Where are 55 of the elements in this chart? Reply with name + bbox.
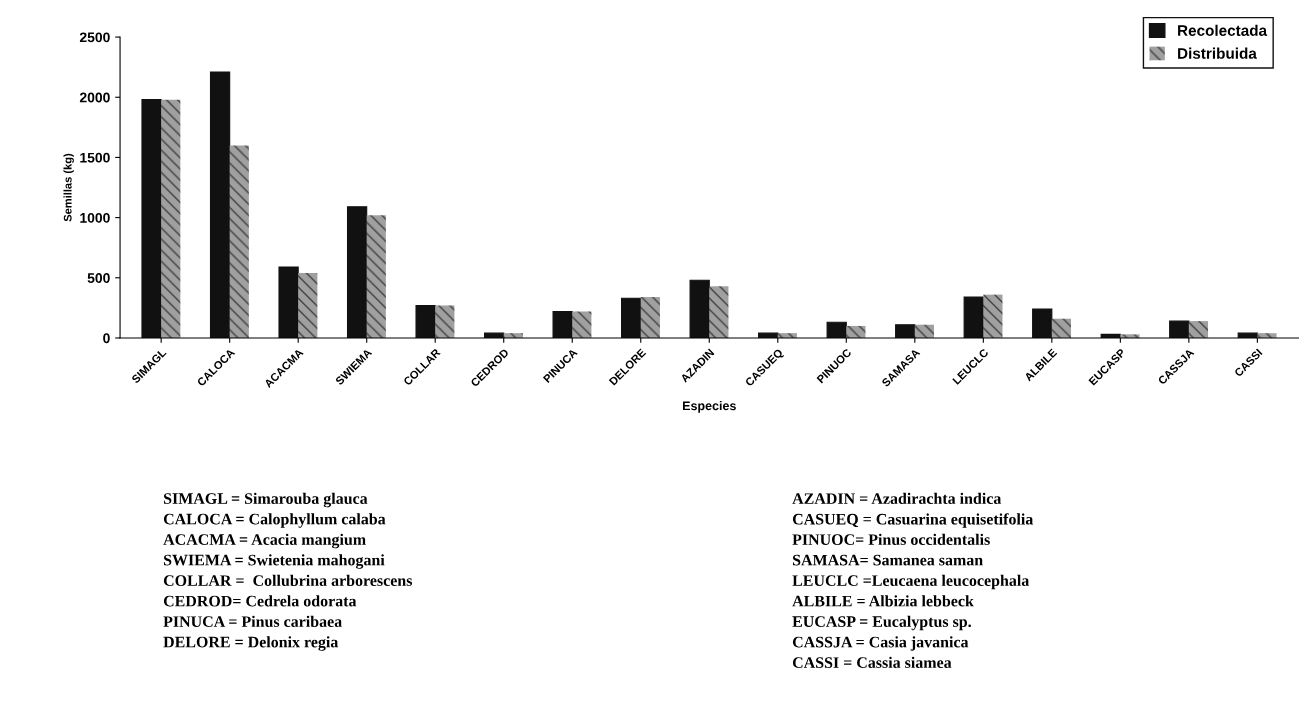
bar xyxy=(826,321,847,338)
bar xyxy=(161,99,181,338)
text: ACACMA = Acacia mangium xyxy=(163,533,366,549)
bar xyxy=(1032,308,1053,338)
bar xyxy=(758,332,779,338)
y-tick-label: 1000 xyxy=(80,212,110,223)
bar xyxy=(435,305,455,338)
text: CASSJA = Casia javanica xyxy=(792,636,969,651)
y-tick-label: 500 xyxy=(87,273,110,283)
text: SWIEMA = Swietenia mahogani xyxy=(163,554,385,569)
bar xyxy=(983,294,1003,338)
bar xyxy=(366,215,386,338)
text: PINUCA = Pinus caribaea xyxy=(163,615,342,628)
bar xyxy=(1188,321,1209,338)
text: CALOCA = Calophyllum calaba xyxy=(163,513,386,528)
bar xyxy=(483,332,505,338)
text: LEUCLC =Leucaena leucocephala xyxy=(792,574,1030,590)
bar xyxy=(229,145,249,338)
text: CASUEQ = Casuarina equisetifolia xyxy=(792,513,1034,528)
bar xyxy=(1169,320,1190,338)
bar xyxy=(895,324,916,338)
text: ALBILE = Albizia lebbeck xyxy=(792,595,974,607)
text: SAMASA= Samanea saman xyxy=(792,554,983,566)
bar xyxy=(278,266,299,338)
bar xyxy=(209,71,231,338)
bar xyxy=(572,311,592,338)
legend-label: Distribuida xyxy=(1178,47,1257,59)
text: COLLAR = Collubrina arborescens xyxy=(163,574,413,587)
bar xyxy=(689,279,710,338)
legend-label: Recolectada xyxy=(1178,24,1268,36)
text: DELORE = Delonix regia xyxy=(163,636,339,651)
text: EUCASP = Eucalyptus sp. xyxy=(792,615,971,631)
y-tick-label: 0 xyxy=(103,333,110,344)
text: AZADIN = Azadirachta indica xyxy=(792,492,1002,504)
text: CEDROD= Cedrela odorata xyxy=(163,595,357,607)
x-axis-title: Especies xyxy=(683,401,736,413)
text: PINUOC= Pinus occidentalis xyxy=(792,533,990,546)
bar xyxy=(141,99,162,338)
bar xyxy=(552,310,573,338)
bar xyxy=(709,286,729,338)
bar xyxy=(346,206,368,338)
y-tick-label: 2000 xyxy=(79,92,110,103)
bar xyxy=(1051,318,1072,338)
bar xyxy=(415,304,436,338)
bar xyxy=(963,296,984,338)
text: SIMAGL = Simarouba glauca xyxy=(163,492,368,508)
y-tick-label: 1500 xyxy=(80,152,110,163)
y-tick-label: 2500 xyxy=(79,32,110,43)
bar xyxy=(621,297,642,338)
bar xyxy=(914,324,934,338)
bar xyxy=(640,297,660,338)
y-axis-title: Semillas (kg) xyxy=(63,153,74,222)
bar xyxy=(298,272,318,338)
bar xyxy=(846,325,866,338)
text: CASSI = Cassia siamea xyxy=(792,656,952,668)
